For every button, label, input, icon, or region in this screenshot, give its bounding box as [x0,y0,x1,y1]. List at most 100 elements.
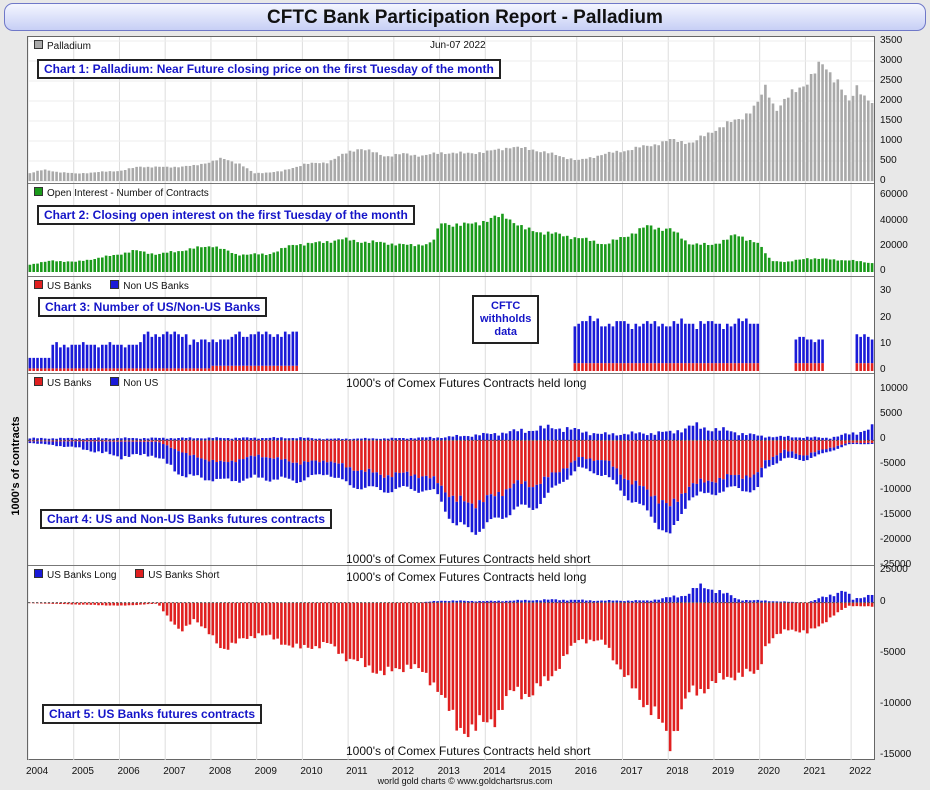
chart3-bar-us [62,368,66,371]
chart3-bar-us [668,363,672,371]
chart4-bar-us [146,440,150,442]
chart2-bar [825,258,828,272]
chart3-bar-nonus [623,321,626,364]
chart3-bar-nonus [817,339,821,364]
chart5-bar-long [672,595,676,603]
chart4-bar-us [43,440,47,442]
chart4-bar-nonus [619,474,622,491]
chart5-bar-short [767,602,771,644]
chart4-bar-us [626,440,630,481]
chart4-bar-us [607,440,611,461]
chart2-bar [89,259,93,272]
chart4-bar-long [51,438,55,441]
chart2-bar [230,253,234,272]
chart3-bar-us [645,363,649,371]
chart4-bar-long [363,437,367,441]
chart1-bar [363,150,367,181]
chart2-bar [706,245,710,272]
chart3-bar-us [192,368,196,371]
chart4-bar-long [272,437,276,441]
chart4-bar-long [516,431,519,441]
chart1-ytick: 1500 [880,115,903,126]
chart5-bar-long [722,593,725,603]
chart2-bar [527,227,531,272]
chart2-bar [32,263,36,272]
chart5-bar-short [386,602,390,667]
chart4-bar-nonus [428,478,432,490]
chart5-bar-long [554,599,558,603]
chart5-bar-short [504,602,508,697]
chart5-bar-short [360,602,363,659]
chart5-bar-long [485,600,489,603]
chart1-bar [242,166,245,181]
chart5-bar-long [703,588,706,603]
chart1-bar [695,140,699,181]
chart4-bar-long [70,437,74,441]
chart3-bar-us [181,368,184,371]
chart1-bar [806,84,809,181]
chart5-bar-short [314,602,318,647]
chart4-bar-nonus [78,441,81,448]
chart4-bar-us [634,440,638,481]
chart2-bar [344,237,348,272]
chart1-bar [51,171,55,181]
chart4-bar-nonus [89,441,93,452]
chart4-bar-nonus [283,458,287,478]
chart2-bar [36,263,39,272]
chart3-bar-nonus [588,315,592,364]
chart3-bar-nonus [859,336,862,364]
chart2-bar [764,253,767,272]
chart4-bar-us [226,440,230,463]
chart3-bar-nonus [733,323,737,364]
chart4-bar-long [314,438,318,441]
chart4-bar-us [203,440,207,460]
chart5-bar-short [276,602,279,639]
chart5-bar-short [798,602,801,633]
chart3-bar-nonus [150,336,154,369]
chart3-bar-nonus [657,326,660,364]
chart3-bar-us [158,368,161,371]
chart3-bar-nonus [573,326,577,364]
chart2-bar [154,254,157,272]
chart3-bar-nonus [104,344,108,369]
chart1-bar [200,163,203,181]
chart4-bar-nonus [101,441,104,454]
chart4-bar-us [684,440,687,494]
withheld-line-2: withholds [480,313,532,325]
chart5-bar-long [748,600,752,603]
chart5-bar-short [703,602,706,694]
chart4-bar-nonus [687,486,691,501]
x-tick-2012: 2012 [391,766,415,777]
chart5-bar-short [192,602,196,620]
chart4-bar-long [539,425,542,441]
chart4-bar-nonus [165,445,169,464]
chart4-bar-nonus [482,502,485,529]
chart4-bar-long [238,438,241,441]
chart2-bar [493,215,497,272]
chart4-bar-nonus [81,441,85,450]
chart5-bar-short [604,602,607,645]
chart3-bar-us [184,368,188,371]
chart1-bar [710,132,714,181]
chart4-bar-us [569,440,573,463]
chart1-bar [703,136,706,181]
chart4-bar-nonus [356,470,359,490]
chart4-bar-long [62,438,66,441]
chart3-bar-nonus [184,334,188,369]
chart1-bar [550,152,554,181]
legend-label-oi: Open Interest - Number of Contracts [47,188,209,199]
chart4-bar-us [653,440,657,496]
chart3-bar-us [870,363,874,371]
chart5-bar-short [150,602,154,604]
chart4-bar-long [836,436,840,441]
chart3-bar-us [798,363,801,371]
chart4-bar-us [32,440,36,442]
chart5-bar-short [844,602,847,608]
chart5-bar-long [501,601,504,603]
x-tick-2018: 2018 [666,766,689,777]
chart4-bar-us [695,440,699,484]
chart4-bar-nonus [466,502,470,528]
chart2-bar [424,244,428,272]
chart1-bar [268,172,272,181]
chart5-bar-long [520,600,523,603]
